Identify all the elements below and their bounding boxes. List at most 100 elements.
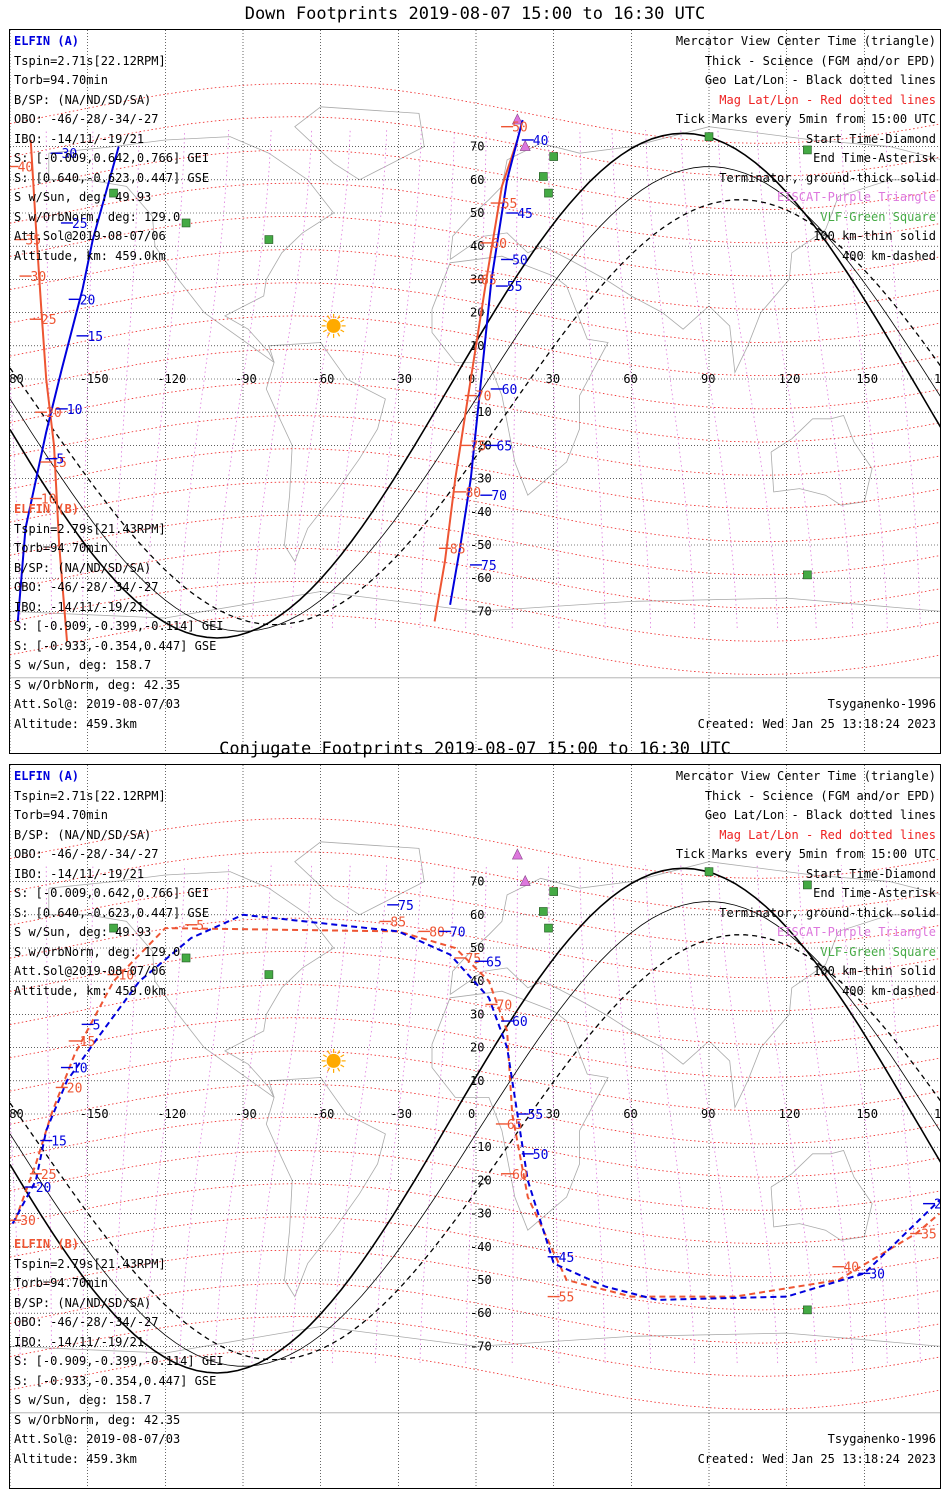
lon-tick-label: 150: [856, 372, 878, 386]
elfin-a-track: [449, 119, 524, 605]
coastline: [431, 255, 609, 496]
elfin-b-tick-label: 35: [25, 234, 41, 249]
sun-ray: [327, 315, 331, 320]
elfin-a-tick-label: 50: [533, 1148, 549, 1163]
coastline: [770, 415, 873, 506]
info-line: B/SP: (NA/ND/SD/SA): [14, 827, 152, 842]
mag-latitude-line: [10, 182, 940, 244]
map-legend: Mercator View Center Time (triangle) Thi…: [676, 32, 936, 266]
panel-title-down: Down Footprints 2019-08-07 15:00 to 16:3…: [244, 4, 706, 24]
vlf-site-marker: [704, 867, 714, 876]
elfin-a-tick-label: 15: [51, 1135, 67, 1150]
mag-meridian-line: [511, 865, 518, 1364]
panel-title-conjugate: Conjugate Footprints 2019-08-07 15:00 to…: [219, 739, 731, 759]
vlf-site-marker: [704, 132, 714, 141]
elfin-a-tick-label: 75: [481, 559, 497, 574]
lon-tick-label: 30: [546, 372, 560, 386]
elfin-a-tick-label: 65: [486, 955, 502, 970]
elfin-b-tick-label: 35: [921, 1228, 937, 1243]
vlf-site-marker: [181, 953, 191, 963]
mag-latitude-line: [10, 1083, 940, 1145]
mag-meridian-line: [465, 129, 487, 629]
elfin-a-tick-label: 70: [450, 925, 466, 940]
lon-tick-label: 90: [701, 372, 715, 386]
info-line: B/SP: (NA/ND/SD/SA): [14, 1295, 152, 1310]
mag-latitude-line: [10, 1249, 940, 1311]
info-line: Torb=94.70min: [14, 73, 108, 87]
coastline: [294, 106, 425, 181]
sun-ray: [327, 1067, 331, 1072]
elfin-b-header: ELFIN (B): [14, 502, 80, 516]
sun-ray: [340, 319, 345, 323]
mag-latitude-line: [10, 1150, 940, 1211]
lat-tick-label: -30: [470, 472, 492, 486]
legend-item: Mercator View Center Time (triangle): [675, 769, 936, 783]
info-line: S: [-0.933,-0.354,0.447] GSE: [14, 638, 217, 653]
mag-meridian-line: [548, 864, 560, 1364]
lon-tick-label: 0: [468, 1107, 475, 1121]
elfin-b-tick-label: 85: [450, 542, 466, 557]
sun-ray: [340, 1064, 345, 1068]
mag-meridian-line: [45, 864, 52, 1363]
elfin-b-tick-label: 20: [46, 406, 62, 421]
legend-item: 100 km-thin solid: [813, 964, 936, 978]
info-line: S w/OrbNorm, deg: 129.0: [14, 209, 181, 224]
mag-latitude-line: [10, 818, 940, 879]
lat-tick-label: 20: [470, 1041, 484, 1055]
coastline: [449, 861, 940, 1109]
elfin-a-tick-label: 30: [869, 1267, 885, 1282]
info-line: Att.Sol@: 2019-08-07/03: [14, 1432, 181, 1446]
sun-ray: [340, 1054, 345, 1058]
elfin-b-track: [433, 139, 519, 622]
sun-ray: [322, 1064, 327, 1068]
mag-meridian-line: [45, 129, 52, 628]
elfin-a-tick-label: 20: [36, 1181, 52, 1196]
lon-tick-label: -60: [313, 1107, 335, 1121]
eiscat-triangle: [519, 874, 531, 886]
elfin-b-tick-label: 40: [18, 161, 34, 176]
lon-tick-label: 60: [623, 372, 637, 386]
legend-item: Mag Lat/Lon - Red dotted lines: [719, 827, 936, 842]
legend-item: VLF-Green Square: [820, 944, 936, 959]
info-line: S w/Sun, deg: 158.7: [14, 658, 152, 672]
mag-latitude-line: [10, 149, 940, 211]
conjugate-footprints-map: 180-150-120-90-60-3003060901201501807060…: [9, 764, 941, 1489]
coastline: [48, 136, 335, 363]
vlf-site-marker: [109, 188, 118, 198]
mag-latitude-line: [10, 249, 940, 310]
info-line: Torb=94.70min: [14, 808, 108, 822]
lat-tick-label: 70: [470, 140, 484, 154]
info-line: S: [-0.909,-0.399,-0.114] GEI: [14, 619, 224, 633]
mag-latitude-line: [10, 1050, 940, 1112]
elfin-b-info: ELFIN (B) Tspin=2.79s[21.43RPM] Torb=94.…: [14, 500, 224, 734]
sun-ray: [327, 1050, 331, 1055]
sun-ray: [327, 332, 331, 337]
mag-meridian-line: [82, 129, 94, 629]
elfin-b-tick-label: 65: [481, 273, 497, 288]
mag-latitude-line: [10, 215, 940, 277]
lat-tick-label: -50: [470, 538, 492, 552]
elfin-b-tick-label: 15: [80, 1035, 96, 1050]
info-line: IBO: -14/11/-19/21: [14, 1334, 145, 1349]
legend-item: Thick - Science (FGM and/or EPD): [704, 788, 936, 803]
mag-meridian-line: [290, 129, 351, 629]
info-line: S: [-0.933,-0.354,0.447] GSE: [14, 1373, 217, 1388]
mag-latitude-line: [10, 381, 940, 443]
legend-item: Mag Lat/Lon - Red dotted lines: [719, 92, 936, 107]
mag-meridian-line: [548, 129, 560, 629]
lon-tick-label: -120: [157, 372, 186, 386]
lon-tick-label: 30: [546, 1107, 560, 1121]
elfin-b-tick-label: 15: [51, 456, 67, 471]
lat-tick-label: -70: [470, 1339, 492, 1353]
legend-item: Terminator, ground-thick solid: [719, 170, 936, 185]
lat-tick-label: -60: [470, 1306, 492, 1320]
elfin-a-tick-label: 40: [533, 134, 549, 149]
elfin-b-tick-label: 50: [512, 121, 528, 136]
info-line: OBO: -46/-28/-34/-27: [14, 847, 159, 861]
info-line: S: [-0.009,0.642,0.766] GEI: [14, 151, 210, 165]
elfin-b-tick-label: 65: [507, 1118, 523, 1133]
lon-tick-label: 150: [856, 1107, 878, 1121]
mag-latitude-line: [10, 1017, 940, 1078]
legend-item: 400 km-dashed: [842, 248, 936, 263]
map-canvas: 180-150-120-90-60-3003060901201501807060…: [10, 765, 940, 1488]
